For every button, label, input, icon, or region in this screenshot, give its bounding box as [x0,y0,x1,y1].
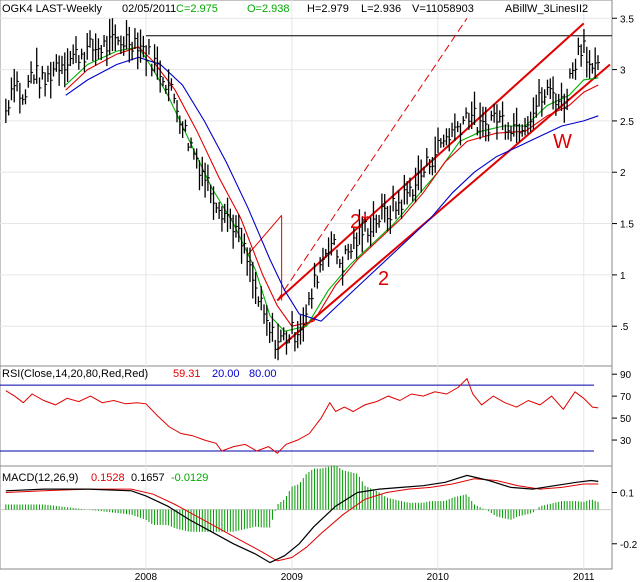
header-high: H=2.979 [307,3,349,15]
channel-measure-line [247,215,283,255]
y-tick-label: 1.5 [620,220,634,231]
rsi-tick-label: 50 [620,414,632,425]
rsi-line [5,377,599,454]
macd-line [5,474,599,564]
ma_slow-line [65,56,599,322]
y-tick-label: .5 [620,322,629,333]
macd-value-2: 0.1657 [131,472,165,484]
macd-value-3: -0.0129 [171,472,208,484]
annotation-w: W [553,131,572,153]
x-tick-label: 2011 [573,572,595,582]
rsi-upper: 80.00 [249,368,277,380]
rsi-label: RSI(Close,14,20,80,Red,Red) [2,368,148,380]
y-tick-label: 3.5 [620,14,634,25]
x-tick-label: 2009 [281,572,304,582]
ma_fast-line [65,46,599,332]
macd-tick-label: -0.2 [620,540,638,551]
y-tick-label: 2.5 [620,117,634,128]
grid [0,0,612,569]
macd-layer [0,465,612,564]
macd-signal-line [5,478,599,562]
y-tick-label: 1 [620,271,626,282]
rsi-tick-label: 70 [620,392,632,403]
macd-tick-label: 0.1 [620,489,634,500]
header-symbol: OGK4 LAST-Weekly [2,3,103,15]
header-low: L=2.936 [361,3,401,15]
rsi-tick-label: 90 [620,370,632,381]
annotation-2-star: 2* [350,211,369,233]
annotation-2: 2 [378,268,389,290]
macd-label: MACD(12,26,9) [2,472,78,484]
rsi-tick-label: 30 [620,436,632,447]
price-layer [5,17,612,361]
header-open: O=2.938 [247,3,290,15]
header-date: 02/05/2011 [122,3,176,15]
axis-ticks: .5 1 1.5 2 2.5 3 3.5 2008 2009 2010 2011 30 50 70 90 0.… [135,14,638,582]
header-close: C=2.975 [176,3,218,15]
rsi-layer [0,377,599,454]
header-volume: V=11058903 [412,3,474,15]
x-tick-label: 2008 [135,572,158,582]
header-study: ABillW_3LinesII2 [505,3,588,15]
macd-value-1: 0.1528 [91,472,125,484]
channel-projection-line [276,17,468,301]
rsi-panel [0,365,613,467]
rsi-lower: 20.00 [212,368,240,380]
x-tick-label: 2010 [427,572,450,582]
y-tick-label: 2 [620,168,626,179]
y-tick-label: 3 [620,66,626,77]
rsi-value: 59.31 [173,368,201,380]
